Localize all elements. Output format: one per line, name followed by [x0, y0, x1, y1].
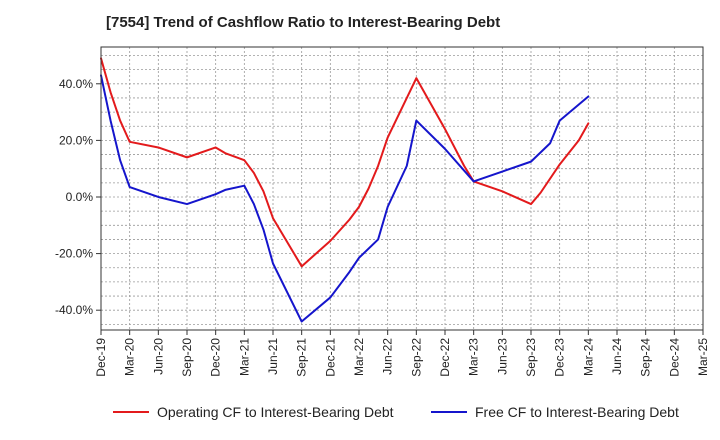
x-tick-label: Dec-24	[667, 338, 681, 377]
x-tick-label: Jun-20	[151, 338, 165, 375]
x-tick-label: Dec-20	[209, 338, 223, 377]
x-tick-label: Dec-21	[323, 338, 337, 377]
x-tick-label: Jun-24	[610, 338, 624, 375]
y-tick-label: 0.0%	[66, 190, 94, 204]
x-tick-label: Sep-23	[524, 338, 538, 377]
chart-title: [7554] Trend of Cashflow Ratio to Intere…	[106, 14, 501, 31]
x-tick-label: Dec-22	[438, 338, 452, 377]
x-tick-label: Mar-23	[467, 338, 481, 376]
series-line-operating-cf	[100, 57, 590, 268]
x-tick-label: Sep-20	[180, 338, 194, 377]
x-tick-label: Mar-20	[123, 338, 137, 376]
x-tick-label: Mar-25	[696, 338, 710, 376]
series-line-free-cf	[100, 74, 590, 323]
y-tick-label: 20.0%	[59, 133, 93, 147]
x-tick-label: Sep-22	[409, 338, 423, 377]
legend-label-free-cf: Free CF to Interest-Bearing Debt	[475, 404, 679, 420]
x-tick-label: Sep-24	[639, 338, 653, 377]
legend-item-operating-cf: Operating CF to Interest-Bearing Debt	[113, 404, 394, 420]
legend: Operating CF to Interest-Bearing Debt Fr…	[0, 404, 720, 426]
plot-area-frame	[100, 46, 704, 331]
legend-label-operating-cf: Operating CF to Interest-Bearing Debt	[157, 404, 394, 420]
x-tick-label: Dec-23	[553, 338, 567, 377]
series-layer	[100, 57, 590, 323]
legend-swatch-operating-cf	[113, 411, 149, 413]
y-tick-label: 40.0%	[59, 77, 93, 91]
x-tick-label: Mar-21	[237, 338, 251, 376]
axes: -40.0% -20.0% 0.0% 20.0% 40.0% Dec-19 Mar-20 Ju…	[55, 46, 710, 377]
grid	[100, 47, 704, 330]
x-tick-label: Sep-21	[295, 338, 309, 377]
x-tick-label: Mar-24	[581, 338, 595, 376]
y-tick-label: -40.0%	[55, 303, 93, 317]
y-tick-label: -20.0%	[55, 247, 93, 261]
x-tick-label: Jun-21	[266, 338, 280, 375]
x-tick-label: Dec-19	[94, 338, 108, 377]
x-tick-label: Jun-23	[495, 338, 509, 375]
x-tick-label: Jun-22	[381, 338, 395, 375]
legend-swatch-free-cf	[431, 411, 467, 413]
legend-item-free-cf: Free CF to Interest-Bearing Debt	[431, 404, 679, 420]
x-tick-label: Mar-22	[352, 338, 366, 376]
